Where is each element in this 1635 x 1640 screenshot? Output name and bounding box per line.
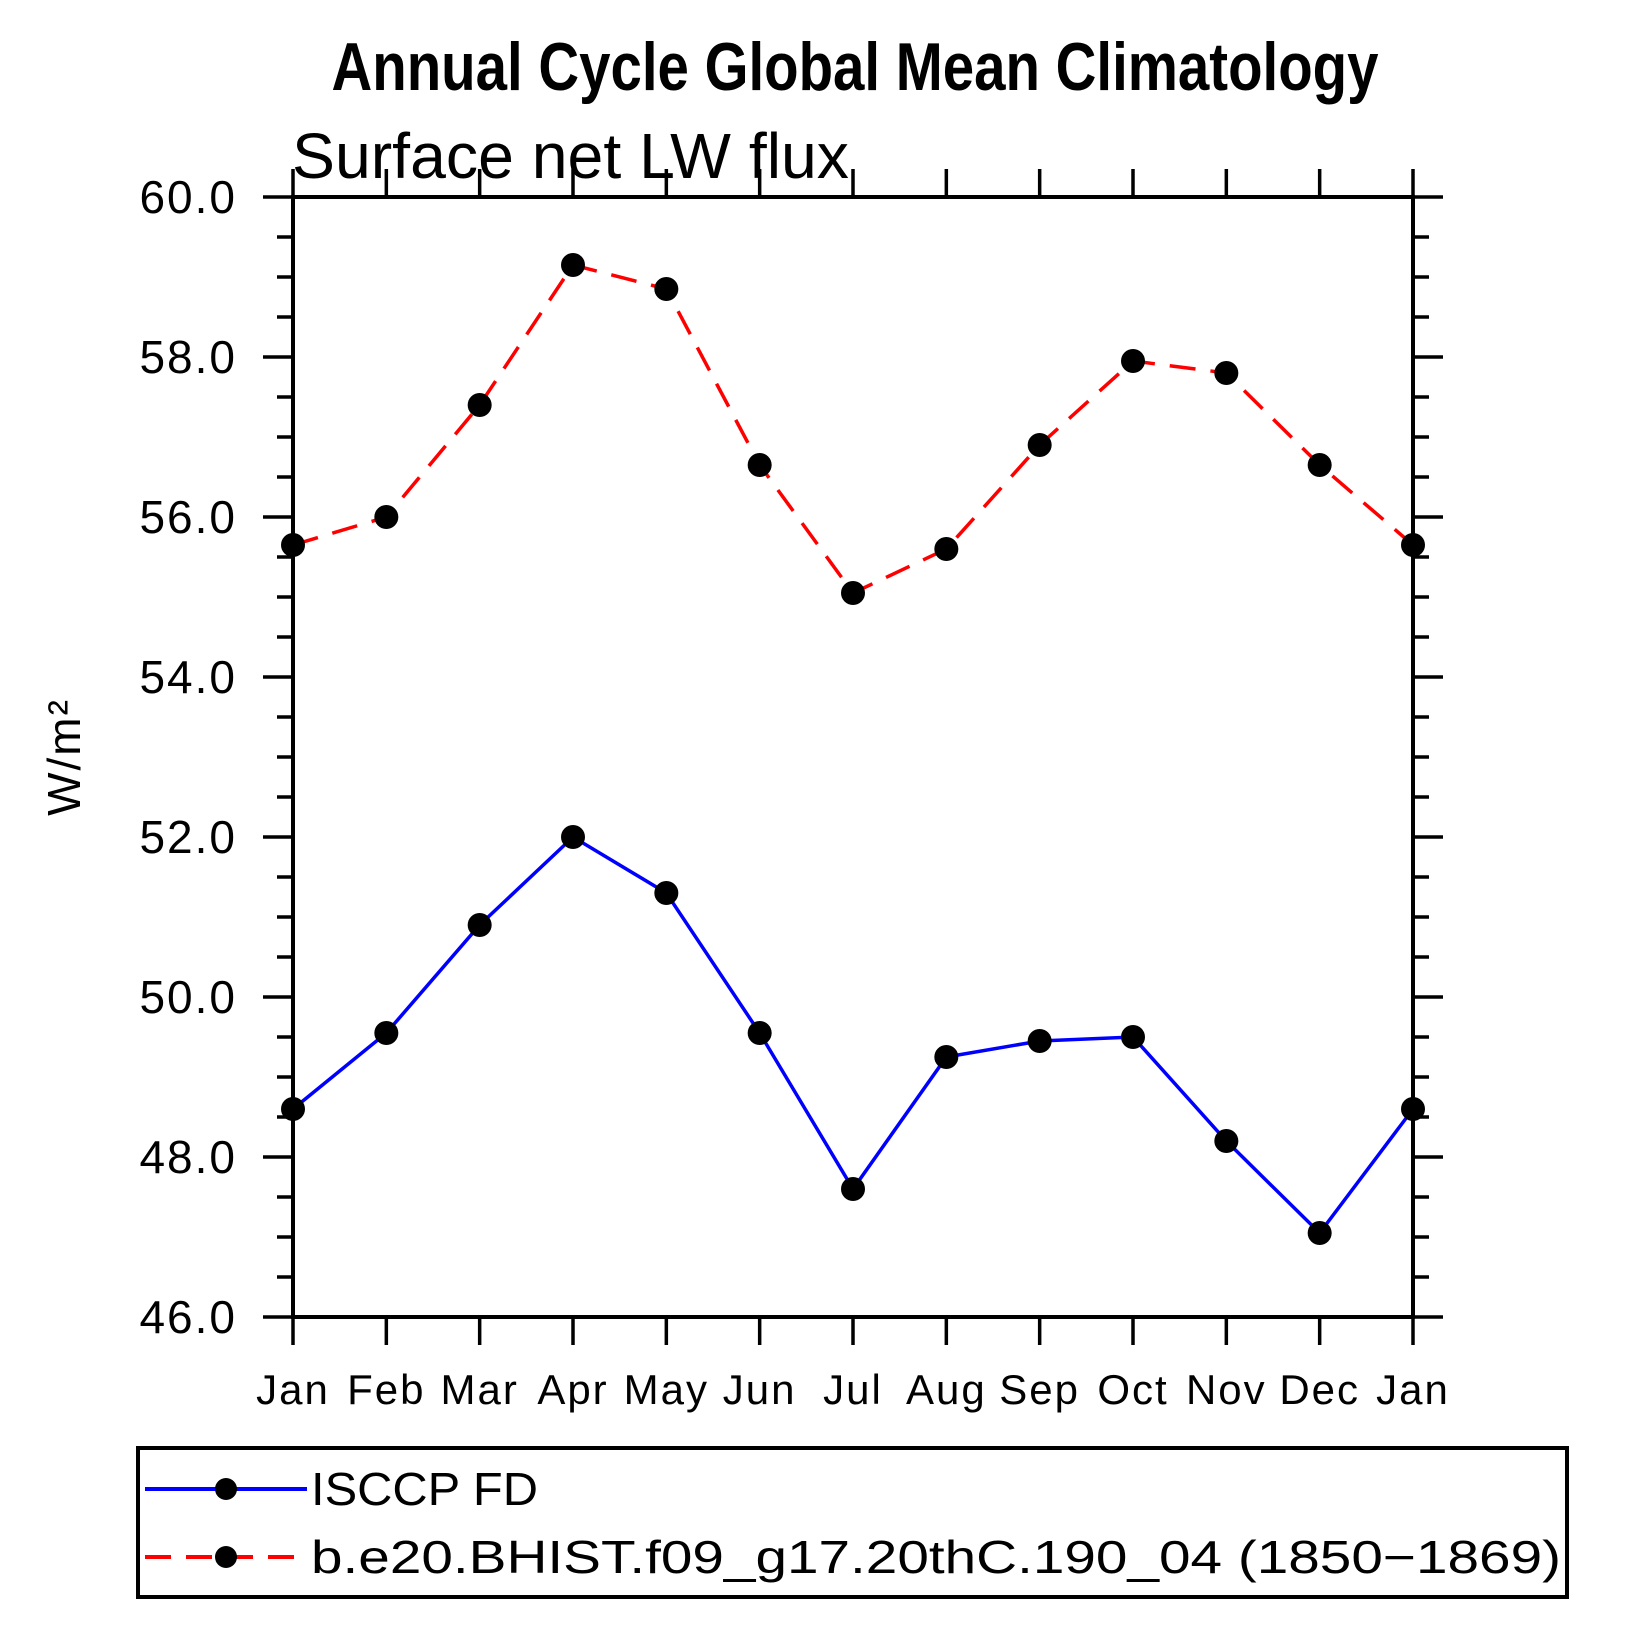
data-point-marker <box>934 537 959 561</box>
y-tick-label: 54.0 <box>139 651 237 703</box>
series-line-1 <box>292 262 1415 596</box>
data-point-marker <box>1121 1025 1145 1049</box>
x-tick-label: Jun <box>723 1366 797 1413</box>
series-line-0 <box>291 834 1415 1236</box>
chart-title: Annual Cycle Global Mean Climatology <box>332 29 1379 105</box>
y-tick-label: 52.0 <box>139 811 237 863</box>
data-point-marker <box>281 1097 305 1121</box>
x-tick-label: Feb <box>347 1366 425 1413</box>
data-point-marker <box>1214 1129 1239 1153</box>
data-point-marker <box>467 913 492 937</box>
plot-area: 46.0 48.0 50.0 52.0 54.0 56.0 58.0 60.0 Jan Feb Ma… <box>136 169 1569 1599</box>
x-tick-label: Mar <box>440 1366 518 1413</box>
data-point-marker <box>1401 1097 1425 1121</box>
x-tick-label: Jan <box>1376 1366 1450 1413</box>
legend-box <box>136 1446 1569 1599</box>
legend-label: b.e20.BHIST.f09_g17.20thC.190_04 (1850−1… <box>311 1531 1561 1583</box>
x-tick-label: Nov <box>1186 1366 1267 1413</box>
x-tick-label: May <box>624 1366 709 1413</box>
data-point-marker <box>374 505 399 529</box>
data-point-marker <box>1214 361 1239 385</box>
x-tick-label: Aug <box>906 1366 987 1413</box>
legend-marker <box>215 1546 237 1568</box>
x-tick-label: Apr <box>537 1366 608 1413</box>
y-tick-label: 56.0 <box>139 491 237 543</box>
y-tick-label: 50.0 <box>139 971 237 1023</box>
data-point-marker <box>934 1045 959 1069</box>
data-point-marker <box>747 1021 772 1045</box>
y-tick-label: 60.0 <box>139 171 237 223</box>
x-tick-label: Sep <box>999 1366 1080 1413</box>
y-tick-label: 46.0 <box>139 1291 237 1343</box>
y-tick-label: 58.0 <box>139 331 237 383</box>
x-tick-label: Dec <box>1279 1366 1360 1413</box>
data-point-marker <box>467 393 492 417</box>
legend-marker <box>215 1478 237 1500</box>
chart-subtitle: Surface net LW flux <box>292 120 849 192</box>
data-point-marker <box>654 277 679 301</box>
data-point-marker <box>1401 533 1425 557</box>
data-point-marker <box>374 1021 399 1045</box>
data-point-marker <box>561 825 585 849</box>
data-point-marker <box>1121 349 1145 373</box>
data-point-marker <box>1027 1029 1052 1053</box>
data-point-marker <box>1307 1221 1332 1245</box>
x-tick-label: Oct <box>1097 1366 1168 1413</box>
data-point-marker <box>747 453 772 477</box>
y-tick-label: 48.0 <box>139 1131 237 1183</box>
data-point-marker <box>281 533 305 557</box>
data-point-marker <box>561 253 585 277</box>
data-point-marker <box>1307 453 1332 477</box>
data-point-marker <box>1027 433 1052 457</box>
data-point-marker <box>841 1177 865 1201</box>
legend-label: ISCCP FD <box>311 1463 538 1515</box>
data-point-marker <box>654 881 679 905</box>
y-axis-title: W/m² <box>38 698 90 816</box>
data-point-marker <box>841 581 865 605</box>
plot-frame <box>291 195 1415 1319</box>
x-tick-label: Jan <box>256 1366 330 1413</box>
x-tick-label: Jul <box>823 1366 883 1413</box>
